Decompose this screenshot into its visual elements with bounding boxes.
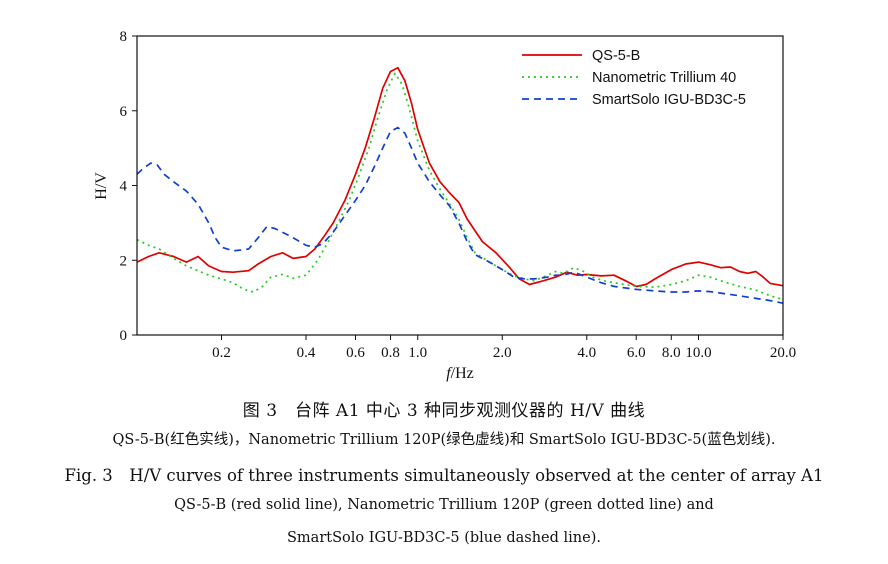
y-tick-label: 6 (120, 104, 128, 120)
legend-label-3: SmartSolo IGU-BD3C-5 (592, 92, 746, 108)
chart-curves (136, 66, 784, 305)
x-tick-label: 1.0 (408, 345, 427, 361)
series-line-2 (136, 72, 784, 301)
hv-chart: 0.2 0.4 0.6 0.8 1.0 2.0 4.0 6.0 8.0 10.0 20.0 0 2 4 6… (93, 29, 796, 382)
y-tick-label: 8 (120, 29, 128, 45)
x-tick-label: 6.0 (627, 345, 646, 361)
x-tick-label: 0.2 (212, 345, 231, 361)
x-tick-label: 10.0 (685, 345, 711, 361)
figure-caption-english-sub-line1: QS-5-B (red solid line), Nanometric Tril… (174, 497, 714, 513)
x-tick-label: 0.8 (381, 345, 400, 361)
figure-caption-english-sub-line2: SmartSolo IGU-BD3C-5 (blue dashed line). (287, 530, 601, 546)
y-axis-label: H/V (93, 172, 110, 200)
x-axis-label: f/Hz (446, 365, 474, 382)
legend: QS-5-B Nanometric Trillium 40 SmartSolo IG… (522, 48, 746, 108)
x-tick-label: 20.0 (770, 345, 796, 361)
x-tick-label: 2.0 (493, 345, 512, 361)
x-tick-label: 0.4 (297, 345, 316, 361)
figure-caption-chinese: 图 3 台阵 A1 中心 3 种同步观测仪器的 H/V 曲线 (242, 401, 646, 421)
series-line-1 (136, 66, 784, 288)
y-tick-label: 4 (120, 179, 128, 195)
legend-label-1: QS-5-B (592, 48, 640, 64)
x-tick-label: 0.6 (346, 345, 365, 361)
figure-caption-english: Fig. 3 H/V curves of three instruments s… (64, 466, 824, 485)
y-tick-label: 2 (120, 253, 128, 269)
legend-label-2: Nanometric Trillium 40 (592, 70, 736, 86)
x-axis-ticks: 0.2 0.4 0.6 0.8 1.0 2.0 4.0 6.0 8.0 10.0 20.0 (212, 335, 796, 361)
y-axis-ticks: 0 2 4 6 8 (120, 29, 137, 344)
series-line-3 (136, 126, 784, 305)
x-tick-label: 4.0 (577, 345, 596, 361)
figure-caption-chinese-sub: QS-5-B(红色实线)，Nanometric Trillium 120P(绿色… (112, 432, 776, 448)
x-tick-label: 8.0 (662, 345, 681, 361)
y-tick-label: 0 (120, 328, 128, 344)
